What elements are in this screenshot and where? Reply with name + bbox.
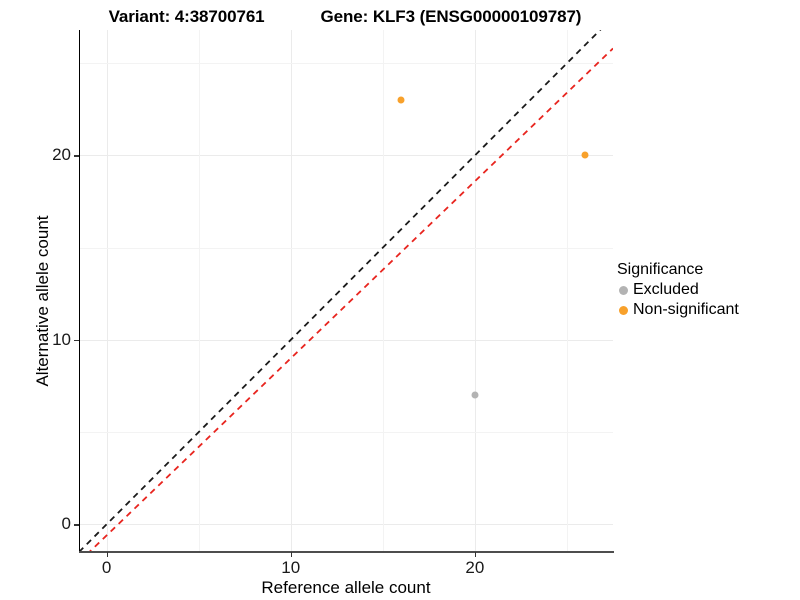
- figure-title-row: Variant: 4:38700761 Gene: KLF3 (ENSG0000…: [0, 4, 690, 30]
- legend-item-non-significant[interactable]: Non-significant: [617, 300, 797, 320]
- x-tick-mark: [106, 552, 108, 557]
- gridline-major: [107, 30, 108, 552]
- data-point[interactable]: [581, 151, 589, 159]
- y-axis-line: [79, 30, 81, 552]
- gridline-minor: [383, 30, 384, 552]
- y-tick-mark: [74, 339, 79, 342]
- x-tick-label: 20: [465, 558, 485, 577]
- gridline-major: [291, 30, 292, 552]
- reference-line-fit: [88, 47, 613, 552]
- legend-key-non-significant-icon: [619, 305, 628, 315]
- legend-item-excluded[interactable]: Excluded: [617, 280, 797, 300]
- x-tick-label: 10: [281, 558, 301, 577]
- gridline-minor: [79, 432, 613, 433]
- gridline-major: [475, 30, 476, 552]
- legend-label-non-significant: Non-significant: [633, 301, 739, 318]
- reference-line-identity: [79, 30, 602, 552]
- y-tick-mark: [74, 524, 79, 526]
- legend-key-excluded-icon: [619, 285, 628, 295]
- x-axis-line: [79, 551, 614, 553]
- gene-title: Gene: KLF3 (ENSG00000109787): [320, 7, 582, 26]
- y-tick-mark: [74, 155, 79, 157]
- gridline-minor: [79, 248, 613, 249]
- data-point[interactable]: [471, 391, 479, 399]
- gridline-major: [79, 155, 613, 156]
- gridline-minor: [79, 63, 613, 64]
- y-axis-title: Alternative allele count: [33, 215, 52, 387]
- legend: Significance Excluded Non-significant: [617, 261, 797, 320]
- plot-panel: [79, 30, 613, 552]
- gridline-major: [79, 524, 613, 525]
- x-tick-mark: [474, 552, 477, 557]
- y-tick-label: 20: [52, 145, 71, 165]
- gridline-minor: [567, 30, 568, 552]
- y-tick-label: 10: [52, 329, 71, 349]
- x-axis-title: Reference allele count: [261, 578, 431, 597]
- y-tick-label: 0: [61, 514, 71, 534]
- data-point[interactable]: [397, 96, 405, 104]
- gridline-minor: [199, 30, 200, 552]
- variant-title: Variant: 4:38700761: [108, 7, 265, 26]
- x-tick-label: 0: [101, 558, 112, 577]
- legend-title: Significance: [617, 261, 704, 278]
- x-tick-mark: [290, 552, 293, 557]
- gridline-major: [79, 340, 613, 341]
- legend-label-excluded: Excluded: [633, 281, 699, 298]
- reference-lines: [79, 30, 613, 552]
